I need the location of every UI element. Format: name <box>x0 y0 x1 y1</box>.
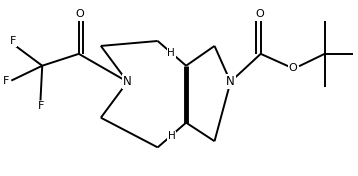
Text: H: H <box>167 48 175 58</box>
Text: O: O <box>76 9 84 19</box>
Text: F: F <box>38 101 44 111</box>
Text: N: N <box>226 75 235 88</box>
Text: O: O <box>288 63 297 73</box>
Text: F: F <box>3 76 9 86</box>
Text: F: F <box>10 36 16 46</box>
Text: N: N <box>123 75 132 88</box>
Text: O: O <box>255 9 264 19</box>
Text: H: H <box>168 131 176 141</box>
